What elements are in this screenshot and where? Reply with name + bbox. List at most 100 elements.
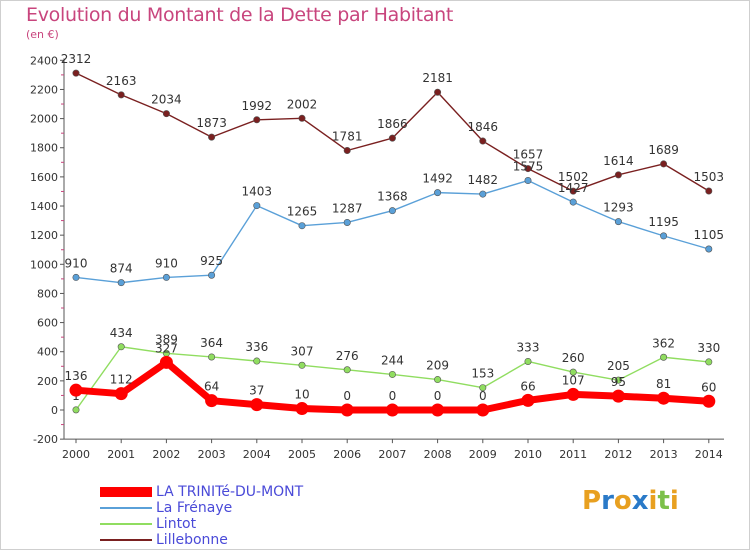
chart-subtitle: (en €) (26, 28, 59, 41)
legend-swatch (100, 487, 152, 497)
data-point (298, 222, 306, 230)
data-point (434, 376, 442, 384)
data-point (566, 387, 580, 401)
data-point (479, 190, 487, 198)
data-label: 910 (65, 256, 88, 270)
data-label: 81 (656, 377, 671, 391)
y-tick-label: 800 (37, 287, 58, 300)
data-point (569, 368, 577, 376)
data-label: 1287 (332, 201, 363, 215)
legend-label: LA TRINITé-DU-MONT (156, 484, 304, 500)
y-tick-label: 1000 (30, 258, 58, 271)
y-tick-label: 0 (51, 404, 58, 417)
y-tick-label: 1800 (30, 142, 58, 155)
data-point (208, 353, 216, 361)
x-tick-label: 2002 (152, 448, 180, 461)
data-point (72, 273, 80, 281)
data-label: 364 (200, 336, 223, 350)
y-tick-label: 1200 (30, 229, 58, 242)
data-point (614, 171, 622, 179)
data-point (388, 134, 396, 142)
data-label: 1105 (694, 228, 725, 242)
x-tick-label: 2007 (378, 448, 406, 461)
data-label: 205 (607, 359, 630, 373)
data-point (614, 218, 622, 226)
data-label: 307 (291, 344, 314, 358)
x-tick-label: 2004 (243, 448, 271, 461)
data-point (434, 189, 442, 197)
logo-letter: x (631, 486, 649, 516)
x-tick-label: 2001 (107, 448, 135, 461)
data-label: 1657 (513, 148, 544, 162)
data-label: 1482 (468, 173, 499, 187)
data-label: 1427 (558, 181, 589, 195)
legend-swatch (100, 507, 152, 509)
y-tick-label: -200 (33, 433, 58, 446)
data-point (388, 370, 396, 378)
data-label: 244 (381, 353, 404, 367)
data-point (253, 202, 261, 210)
data-label: 112 (110, 373, 133, 387)
data-point (705, 187, 713, 195)
data-point (250, 398, 264, 412)
data-label: 95 (611, 375, 626, 389)
data-point (343, 147, 351, 155)
data-point (524, 357, 532, 365)
logo-letter: P (582, 486, 602, 516)
data-label: 66 (520, 379, 535, 393)
data-label: 327 (155, 341, 178, 355)
data-label: 1575 (513, 160, 544, 174)
data-label: 389 (155, 332, 178, 346)
data-point (72, 406, 80, 414)
data-point (524, 177, 532, 185)
data-label: 0 (479, 389, 487, 403)
data-label: 10 (294, 388, 309, 402)
data-label: 2312 (61, 52, 92, 66)
series-line (75, 72, 710, 192)
data-point (340, 403, 354, 417)
data-label: 1265 (287, 205, 318, 219)
x-tick-label: 2006 (333, 448, 361, 461)
data-label: 1689 (648, 143, 679, 157)
data-point (343, 366, 351, 374)
data-point (705, 358, 713, 366)
data-point (295, 402, 309, 416)
data-label: 1293 (603, 201, 634, 215)
x-tick-label: 2009 (469, 448, 497, 461)
y-tick-label: 400 (37, 346, 58, 359)
logo-letter: i (648, 486, 658, 516)
data-label: 874 (110, 262, 133, 276)
data-point (385, 403, 399, 417)
data-label: 1502 (558, 170, 589, 184)
data-point (253, 357, 261, 365)
data-label: 37 (249, 384, 264, 398)
data-point (69, 383, 83, 397)
data-point (72, 69, 80, 77)
data-label: 136 (65, 369, 88, 383)
logo-letter: r (601, 486, 614, 516)
data-label: 0 (389, 389, 397, 403)
data-point (521, 393, 535, 407)
x-tick-label: 2008 (424, 448, 452, 461)
data-label: 1195 (648, 215, 679, 229)
data-label: 910 (155, 256, 178, 270)
data-point (208, 271, 216, 279)
y-tick-label: 200 (37, 375, 58, 388)
data-label: 1368 (377, 190, 408, 204)
y-tick-label: 1600 (30, 171, 58, 184)
data-label: 153 (471, 367, 494, 381)
data-point (660, 232, 668, 240)
data-point (114, 387, 128, 401)
data-label: 1403 (242, 185, 273, 199)
data-point (298, 114, 306, 122)
data-point (434, 88, 442, 96)
data-point (205, 394, 219, 408)
data-point (298, 361, 306, 369)
data-point (431, 403, 445, 417)
data-label: 925 (200, 254, 223, 268)
x-tick-label: 2013 (650, 448, 678, 461)
data-point (208, 133, 216, 141)
data-point (162, 273, 170, 281)
data-point (660, 160, 668, 168)
